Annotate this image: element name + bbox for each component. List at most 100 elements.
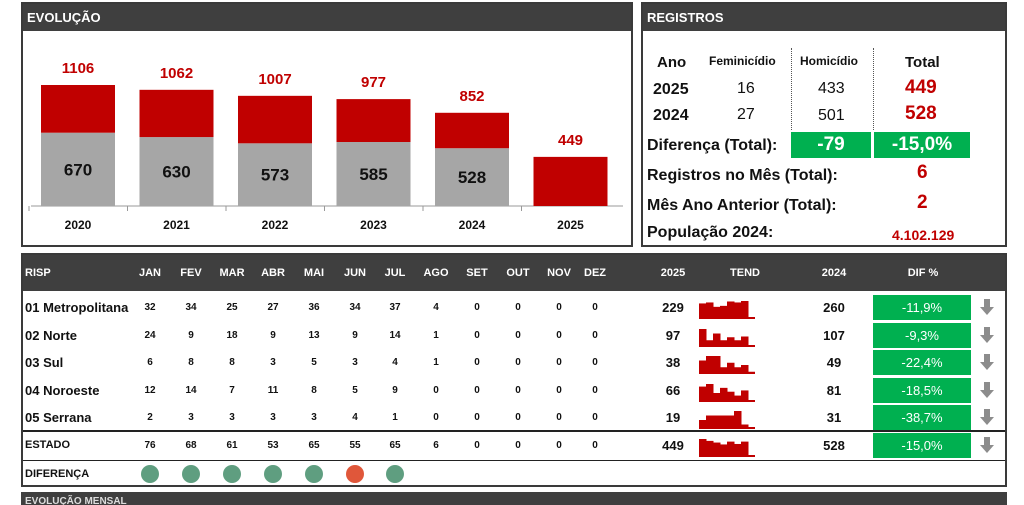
month-value: 0: [515, 357, 521, 368]
month-value: 3: [311, 412, 317, 423]
sparkline-bar: [713, 442, 721, 457]
month-value: 34: [349, 302, 361, 313]
month-value: 53: [267, 440, 279, 451]
month-value: 0: [474, 412, 480, 423]
sparkline-bar: [741, 389, 749, 402]
bar-value-label: 670: [64, 160, 92, 179]
arrow-down-icon: [980, 437, 994, 453]
month-value: 4: [352, 412, 358, 423]
arrow-down-icon: [980, 326, 994, 343]
dif-pct: -11,9%: [873, 295, 971, 320]
month-value: 8: [311, 384, 317, 396]
col-fem-header: Feminicídio: [709, 54, 776, 68]
bar-total-label: 1062: [160, 65, 193, 82]
month-value: 9: [392, 384, 398, 396]
total-2024: 49: [826, 355, 842, 370]
month-value: 0: [474, 329, 480, 341]
month-value: 0: [474, 302, 480, 313]
total-2025: 19: [665, 410, 681, 425]
row-ano-2024: 2024: [653, 107, 689, 124]
month-value: 0: [556, 357, 562, 368]
table-row: 05 Serrana 2 3 3 3 3 4 1 0 0 0 0 0 19 31 -38,7%: [23, 404, 1005, 431]
col-divider: [873, 48, 874, 130]
trend-sparkline: [699, 439, 755, 457]
status-dot: [182, 465, 200, 483]
row-fem-2025: 16: [737, 80, 755, 97]
table-row: 03 Sul 6 8 8 3 5 3 4 1 0 0 0 0 38 49 -22,4%: [23, 349, 1005, 376]
month-value: 11: [267, 384, 279, 396]
sparkline-bar: [720, 387, 728, 402]
month-value: 0: [556, 302, 562, 313]
bar-segment: [41, 85, 115, 133]
sparkline-bar: [699, 303, 707, 319]
bar-value-label: 585: [359, 165, 387, 184]
evolucao-chart: 670 1106 2020 630 1062 2021 573 1007 2022 585 977 2…: [28, 60, 623, 232]
month-header-fev: FEV: [180, 267, 202, 279]
diferenca-label: Diferença (Total):: [647, 137, 778, 154]
risp-name: 05 Serrana: [25, 410, 92, 425]
month-value: 0: [515, 302, 521, 313]
sparkline-bar: [713, 306, 721, 319]
sparkline-bar: [713, 415, 721, 429]
month-header-abr: ABR: [261, 267, 285, 279]
diferenca-abs-value: -79: [791, 132, 871, 158]
y2024-header: 2024: [821, 267, 847, 279]
total-2025: 449: [662, 438, 684, 453]
table-row: 04 Noroeste 12 14 7 11 8 5 9 0 0 0 0 0 66 81 -18,5%: [23, 377, 1005, 404]
total-2024: 260: [823, 300, 845, 315]
month-value: 37: [389, 302, 401, 313]
sparkline-bar: [706, 440, 714, 457]
sparkline-bar: [713, 356, 721, 374]
risp-header: RISP: [25, 267, 51, 279]
sparkline-bar: [741, 441, 749, 457]
sparkline-bar: [720, 444, 728, 457]
dif-pct: -15,0%: [873, 433, 971, 458]
month-header-mai: MAI: [303, 267, 325, 279]
month-value: 5: [311, 357, 317, 368]
row-fem-2024: 27: [737, 106, 755, 123]
bar-segment: [238, 95, 312, 144]
month-value: 0: [474, 384, 480, 396]
dif-header: DIF %: [907, 267, 939, 279]
sparkline-bar: [720, 367, 728, 374]
sparkline-bar: [748, 371, 755, 374]
sparkline-bar: [748, 427, 755, 429]
risp-name: ESTADO: [25, 439, 71, 451]
sparkline-bar: [734, 339, 742, 347]
risp-name: 02 Norte: [25, 327, 78, 343]
arrow-down-icon: [980, 381, 994, 398]
month-value: 0: [556, 384, 562, 396]
trend-sparkline: [699, 411, 755, 429]
month-value: 3: [188, 412, 194, 423]
col-ano-header: Ano: [657, 54, 687, 71]
month-value: 1: [433, 357, 439, 368]
row-total-2025: 449: [905, 77, 937, 98]
x-tick-label: 2025: [557, 218, 584, 232]
bar-segment: [336, 141, 411, 206]
registros-panel: REGISTROS Ano Feminicídio Homicídio Tota…: [641, 2, 1007, 247]
sparkline-bar: [748, 344, 755, 347]
bar-total-label: 977: [361, 74, 386, 91]
month-value: 0: [592, 357, 598, 368]
arrow-down-icon: [980, 409, 994, 425]
month-value: 0: [515, 384, 521, 396]
bar-value-label: 528: [458, 168, 486, 187]
sparkline-bar: [748, 455, 755, 457]
total-2025: 38: [665, 355, 681, 370]
estado-row: ESTADO 76 68 61 53 65 55 65 6 0 0 0 0 449 528 -15,0%: [23, 430, 1005, 459]
month-value: 9: [188, 329, 194, 341]
total-2025: 229: [662, 300, 684, 315]
month-value: 0: [556, 412, 562, 423]
sparkline-bar: [741, 301, 749, 319]
y2025-header: 2025: [660, 267, 686, 279]
sparkline-bar: [734, 411, 742, 429]
status-dot: [346, 465, 364, 483]
month-value: 24: [144, 329, 156, 341]
risp-table: RISP JAN FEV MAR ABR MAI JUN JUL AGO SET OUT NOV DE…: [21, 253, 1007, 487]
pop-label: População 2024:: [647, 224, 774, 241]
month-value: 1: [433, 329, 439, 341]
sparkline-bar: [734, 395, 742, 402]
month-value: 0: [474, 357, 480, 368]
diferenca-row: DIFERENÇA: [23, 460, 1005, 487]
sparkline-bar: [727, 391, 735, 402]
